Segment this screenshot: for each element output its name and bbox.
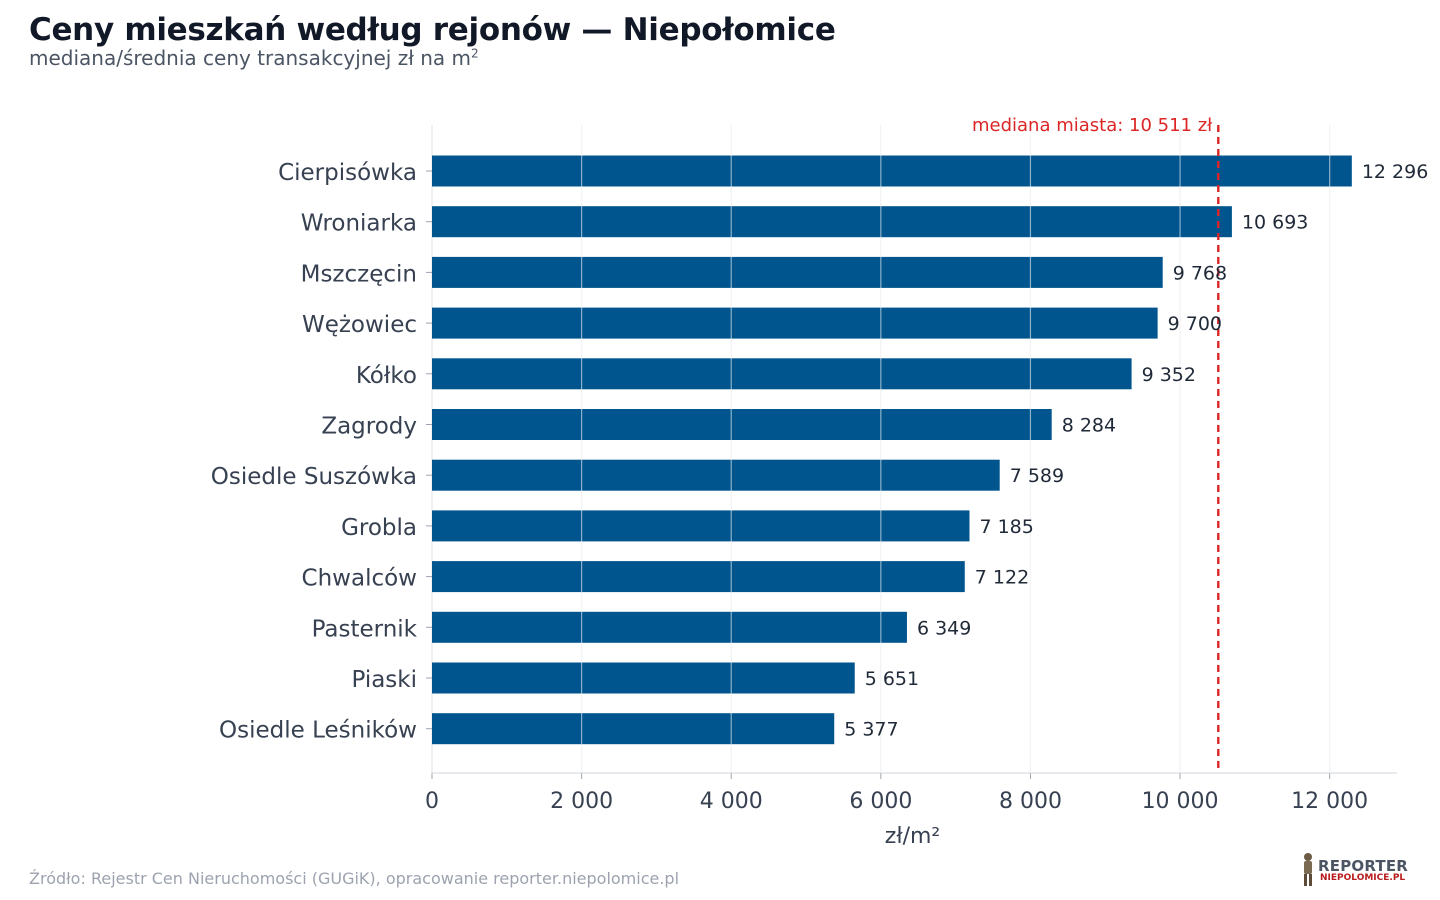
chart-subtitle: mediana/średnia ceny transakcyjnej zł na… xyxy=(29,46,479,70)
median-reference: mediana miasta: 10 511 zł xyxy=(972,115,1220,773)
value-label: 9 768 xyxy=(1173,262,1227,284)
x-tick-label: 6 000 xyxy=(849,789,912,814)
reporter-logo: REPORTER NIEPOLOMICE.PL xyxy=(1298,850,1413,890)
bar xyxy=(432,561,965,593)
category-label: Zagrody xyxy=(321,414,417,440)
median-label: mediana miasta: 10 511 zł xyxy=(972,115,1213,136)
bar xyxy=(432,256,1163,288)
value-label: 9 352 xyxy=(1142,364,1196,386)
x-tick-label: 10 000 xyxy=(1142,789,1219,814)
x-tick-label: 2 000 xyxy=(550,789,613,814)
logo-text-top: REPORTER xyxy=(1318,857,1409,875)
category-label: Mszczęcin xyxy=(301,261,417,287)
category-label: Osiedle Leśników xyxy=(219,718,417,744)
value-label: 7 122 xyxy=(975,567,1029,589)
category-label: Piaski xyxy=(351,667,417,693)
axes: 0 2 000 4 000 6 000 8 000 10 000 12 000 zł/m² xyxy=(425,170,1397,849)
value-label: 6 349 xyxy=(917,617,971,639)
category-label: Chwalców xyxy=(302,566,417,592)
category-label: Wroniarka xyxy=(301,211,417,237)
value-label: 9 700 xyxy=(1168,313,1222,335)
bar xyxy=(432,713,835,745)
category-label: Cierpisówka xyxy=(278,160,417,186)
reporter-figure-icon xyxy=(1304,853,1312,886)
chart-title: Ceny mieszkań według rejonów — Niepołomi… xyxy=(29,12,836,48)
category-label: Wężowiec xyxy=(302,312,417,338)
category-label: Grobla xyxy=(341,515,417,541)
bar xyxy=(432,206,1232,238)
bar xyxy=(432,611,907,643)
x-tick-label: 12 000 xyxy=(1291,789,1368,814)
labels: Cierpisówka 12 296 Wroniarka 10 693 Mszczęci… xyxy=(211,160,1429,744)
bar xyxy=(432,155,1352,187)
bar xyxy=(432,459,1000,491)
category-label: Pasternik xyxy=(312,616,418,642)
category-label: Osiedle Suszówka xyxy=(211,464,417,490)
bars xyxy=(432,125,1352,773)
value-label: 7 185 xyxy=(979,516,1033,538)
bar xyxy=(432,307,1158,339)
value-label: 7 589 xyxy=(1010,465,1064,487)
category-label: Kółko xyxy=(356,363,417,389)
bar xyxy=(432,510,970,542)
bar xyxy=(432,358,1132,390)
logo-text-bottom: NIEPOLOMICE.PL xyxy=(1320,873,1406,883)
value-label: 10 693 xyxy=(1242,212,1308,234)
subtitle-superscript: 2 xyxy=(471,46,479,61)
value-label: 8 284 xyxy=(1062,415,1116,437)
value-label: 12 296 xyxy=(1362,161,1428,183)
x-tick-label: 4 000 xyxy=(700,789,763,814)
subtitle-text: mediana/średnia ceny transakcyjnej zł na… xyxy=(29,46,472,70)
bar xyxy=(432,662,855,694)
x-tick-label: 0 xyxy=(425,789,439,814)
x-axis-label: zł/m² xyxy=(885,824,940,849)
source-note: Źródło: Rejestr Cen Nieruchomości (GUGiK… xyxy=(29,869,680,888)
x-tick-label: 8 000 xyxy=(999,789,1062,814)
value-label: 5 377 xyxy=(844,719,898,741)
bar xyxy=(432,409,1052,440)
value-label: 5 651 xyxy=(865,668,919,690)
